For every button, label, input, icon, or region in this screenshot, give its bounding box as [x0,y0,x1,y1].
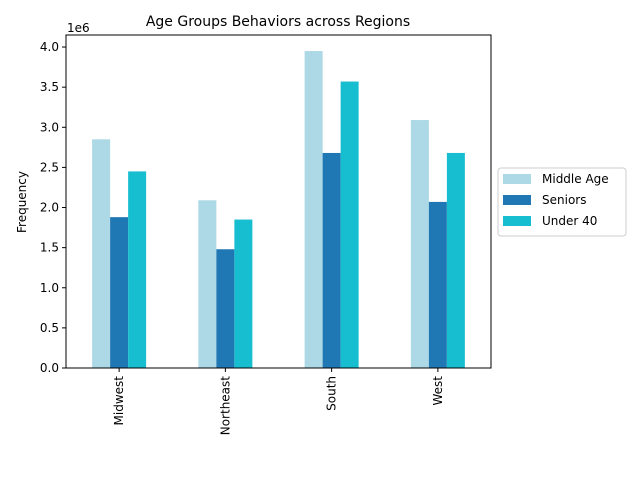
y-tick-label: 0.0 [40,361,59,375]
legend-swatch [503,195,531,205]
x-ticks-group: Midwest Northeast South West [112,368,445,435]
y-tick-label: 0.5 [40,321,59,335]
plot-frame [65,34,492,369]
x-tick-label-west: West [431,376,445,406]
x-tick-label-northeast: Northeast [218,376,232,436]
bar-west-middle-age [410,120,429,368]
bar-west-seniors [428,201,447,368]
legend-swatch [503,216,531,226]
legend: Middle Age Seniors Under 40 [497,167,627,237]
bars-group [92,51,465,369]
y-ticks-group: 0.0 0.5 1.0 1.5 2.0 2.5 3.0 3.5 4.0 [40,40,66,375]
y-axis-label: Frequency [15,171,29,233]
legend-label: Seniors [542,193,586,207]
x-tick-label-south: South [325,376,339,411]
y-tick-label: 3.5 [40,80,59,94]
bar-west-under-40 [446,152,465,368]
y-tick-label: 4.0 [40,40,59,54]
bar-south-seniors [322,152,341,368]
legend-label: Under 40 [542,214,597,228]
y-tick-label: 3.0 [40,120,59,134]
bar-midwest-middle-age [92,139,111,368]
legend-swatch [503,174,531,184]
bar-northeast-seniors [216,249,235,368]
bar-northeast-under-40 [234,219,253,368]
y-tick-label: 2.0 [40,201,59,215]
y-tick-label: 1.5 [40,241,59,255]
bar-south-middle-age [304,51,323,369]
bar-midwest-seniors [110,217,129,368]
chart-title: Age Groups Behaviors across Regions [146,14,410,30]
x-tick-label-midwest: Midwest [112,376,126,426]
bar-south-under-40 [340,81,359,368]
y-tick-label: 2.5 [40,160,59,174]
bar-northeast-middle-age [198,200,217,368]
legend-label: Middle Age [542,172,609,186]
y-offset-label: 1e6 [67,21,90,35]
y-tick-label: 1.0 [40,281,59,295]
bar-midwest-under-40 [128,171,147,368]
